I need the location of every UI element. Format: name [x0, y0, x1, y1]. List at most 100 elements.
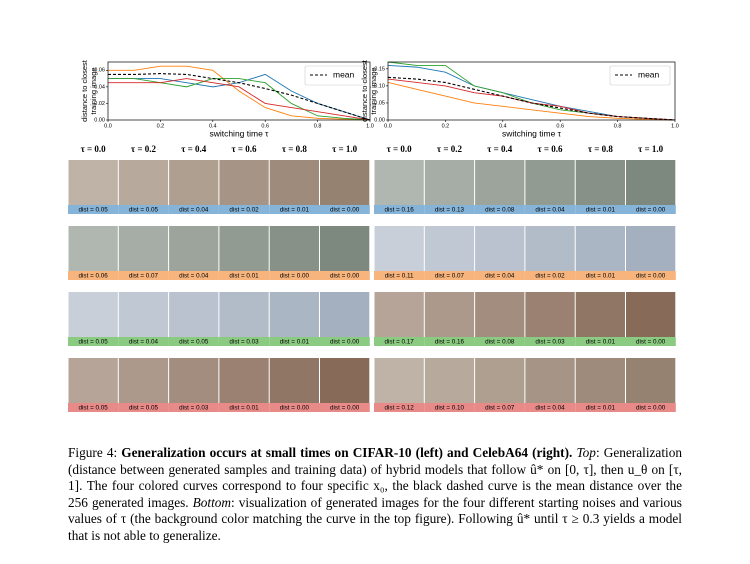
generated-image [626, 358, 676, 403]
generated-image [118, 160, 169, 205]
dist-label: dist = 0.01 [280, 339, 310, 346]
series-line [387, 76, 676, 121]
label-strip [168, 403, 219, 412]
generated-image [269, 358, 319, 403]
dist-label: dist = 0.05 [79, 207, 109, 214]
plot-frame [107, 61, 371, 121]
x-tick-label: 0.4 [209, 123, 217, 129]
label-strip [118, 205, 169, 214]
generated-image [575, 226, 625, 271]
y-axis-label: training image [369, 67, 378, 114]
tau-header: τ = 0.0 [81, 144, 107, 154]
dist-label: dist = 0.00 [636, 273, 666, 280]
dist-label: dist = 0.05 [79, 405, 109, 412]
generated-image [219, 292, 269, 337]
dist-label: dist = 0.08 [485, 339, 515, 346]
label-strip [474, 271, 525, 280]
label-strip [218, 205, 270, 214]
label-strip [168, 271, 219, 280]
dist-label: dist = 0.07 [129, 273, 159, 280]
generated-image [269, 226, 319, 271]
label-strip [424, 271, 475, 280]
y-axis-label: training image [89, 67, 98, 114]
label-strip [319, 205, 370, 214]
label-strip [269, 403, 320, 412]
label-strip [269, 337, 320, 346]
caption: Figure 4: Generalization occurs at small… [68, 445, 682, 545]
generated-image [269, 292, 319, 337]
generated-image [374, 292, 424, 337]
y-axis-label: distance to closest [360, 59, 369, 122]
label-strip [374, 205, 425, 214]
generated-image [169, 292, 219, 337]
dist-label: dist = 0.04 [535, 405, 565, 412]
dist-label: dist = 0.01 [229, 405, 259, 412]
y-tick-label: 0.06 [94, 68, 105, 74]
label-strip [218, 403, 270, 412]
dist-label: dist = 0.00 [636, 339, 666, 346]
x-axis-label: switching time τ [209, 128, 269, 138]
dist-label: dist = 0.03 [535, 339, 565, 346]
y-tick-label: 0.10 [374, 83, 385, 89]
caption-heading: Generalization occurs at small times on … [121, 445, 573, 460]
y-tick-label: 0.02 [94, 101, 105, 107]
dist-label: dist = 0.04 [179, 207, 209, 214]
generated-image [424, 160, 475, 205]
dist-label: dist = 0.01 [586, 273, 616, 280]
dist-label: dist = 0.06 [79, 273, 109, 280]
label-strip [68, 205, 119, 214]
label-strip [374, 271, 425, 280]
figure: 0.0 0.2 0.4 0.6 0.8 1.00.000.020.040.06 meansw… [68, 59, 679, 412]
generated-image [575, 292, 625, 337]
dist-label: dist = 0.16 [385, 207, 415, 214]
y-tick-label: 0.15 [374, 66, 385, 72]
label-strip [269, 205, 320, 214]
label-strip [319, 403, 370, 412]
generated-image [424, 292, 475, 337]
tau-header: τ = 0.0 [387, 144, 413, 154]
generated-image [575, 358, 625, 403]
generated-image [68, 358, 118, 403]
label-strip [319, 271, 370, 280]
y-tick-label: 0.05 [374, 100, 385, 106]
label-strip [68, 271, 119, 280]
dist-label: dist = 0.00 [330, 273, 360, 280]
dist-label: dist = 0.00 [330, 207, 360, 214]
generated-image [118, 358, 169, 403]
dist-label: dist = 0.08 [485, 207, 515, 214]
generated-image [68, 160, 118, 205]
label-strip [575, 337, 626, 346]
dist-label: dist = 0.03 [179, 405, 209, 412]
dist-label: dist = 0.02 [535, 273, 565, 280]
dist-label: dist = 0.11 [385, 273, 414, 280]
y-tick-label: 0.00 [94, 117, 105, 123]
caption-label: Figure 4: [68, 445, 118, 460]
label-strip [374, 337, 425, 346]
x-tick-label: 0.0 [384, 123, 392, 129]
x-tick-label: 0.0 [104, 123, 112, 129]
dist-label: dist = 0.05 [79, 339, 109, 346]
dist-label: dist = 0.00 [636, 207, 666, 214]
generated-image [320, 358, 370, 403]
generated-image [626, 160, 676, 205]
x-tick-label: 0.2 [442, 123, 450, 129]
label-strip [218, 271, 270, 280]
generated-image [320, 160, 370, 205]
generated-image [475, 160, 525, 205]
tau-header: τ = 0.8 [282, 144, 308, 154]
label-strip [575, 403, 626, 412]
generated-image [525, 226, 575, 271]
generated-image [68, 226, 118, 271]
legend-label: mean [638, 69, 660, 79]
tau-header: τ = 0.2 [131, 144, 157, 154]
x-tick-label: 0.4 [499, 123, 507, 129]
label-strip [524, 403, 576, 412]
generated-image [626, 292, 676, 337]
legend-frame [304, 65, 366, 86]
label-strip [625, 205, 676, 214]
label-strip [68, 403, 119, 412]
dist-label: dist = 0.07 [435, 273, 465, 280]
generated-image [169, 226, 219, 271]
label-strip [68, 337, 119, 346]
